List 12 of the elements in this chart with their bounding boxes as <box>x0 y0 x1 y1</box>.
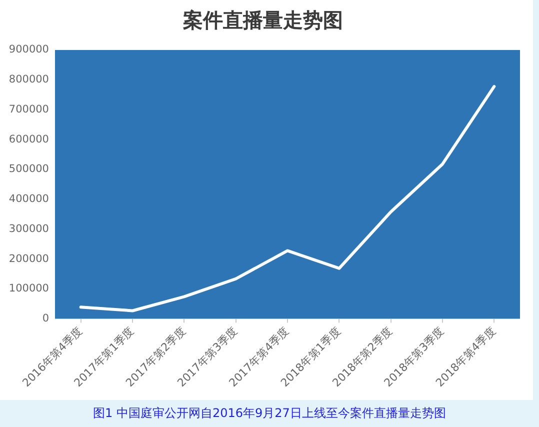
y-tick-label: 300000 <box>8 222 49 235</box>
y-tick-label: 0 <box>42 312 49 325</box>
chart-title: 案件直播量走势图 <box>182 8 343 32</box>
y-tick-label: 100000 <box>8 282 49 295</box>
y-tick-label: 400000 <box>8 193 49 206</box>
y-tick-label: 700000 <box>8 103 49 116</box>
y-tick-label: 600000 <box>8 133 49 146</box>
y-tick-label: 800000 <box>8 74 49 86</box>
y-tick-label: 200000 <box>8 252 49 265</box>
y-tick-label: 900000 <box>8 44 49 56</box>
caption: 图1 中国庭审公开网自2016年9月27日上线至今案件直播量走势图 <box>93 405 446 422</box>
y-tick-label: 500000 <box>8 163 49 176</box>
